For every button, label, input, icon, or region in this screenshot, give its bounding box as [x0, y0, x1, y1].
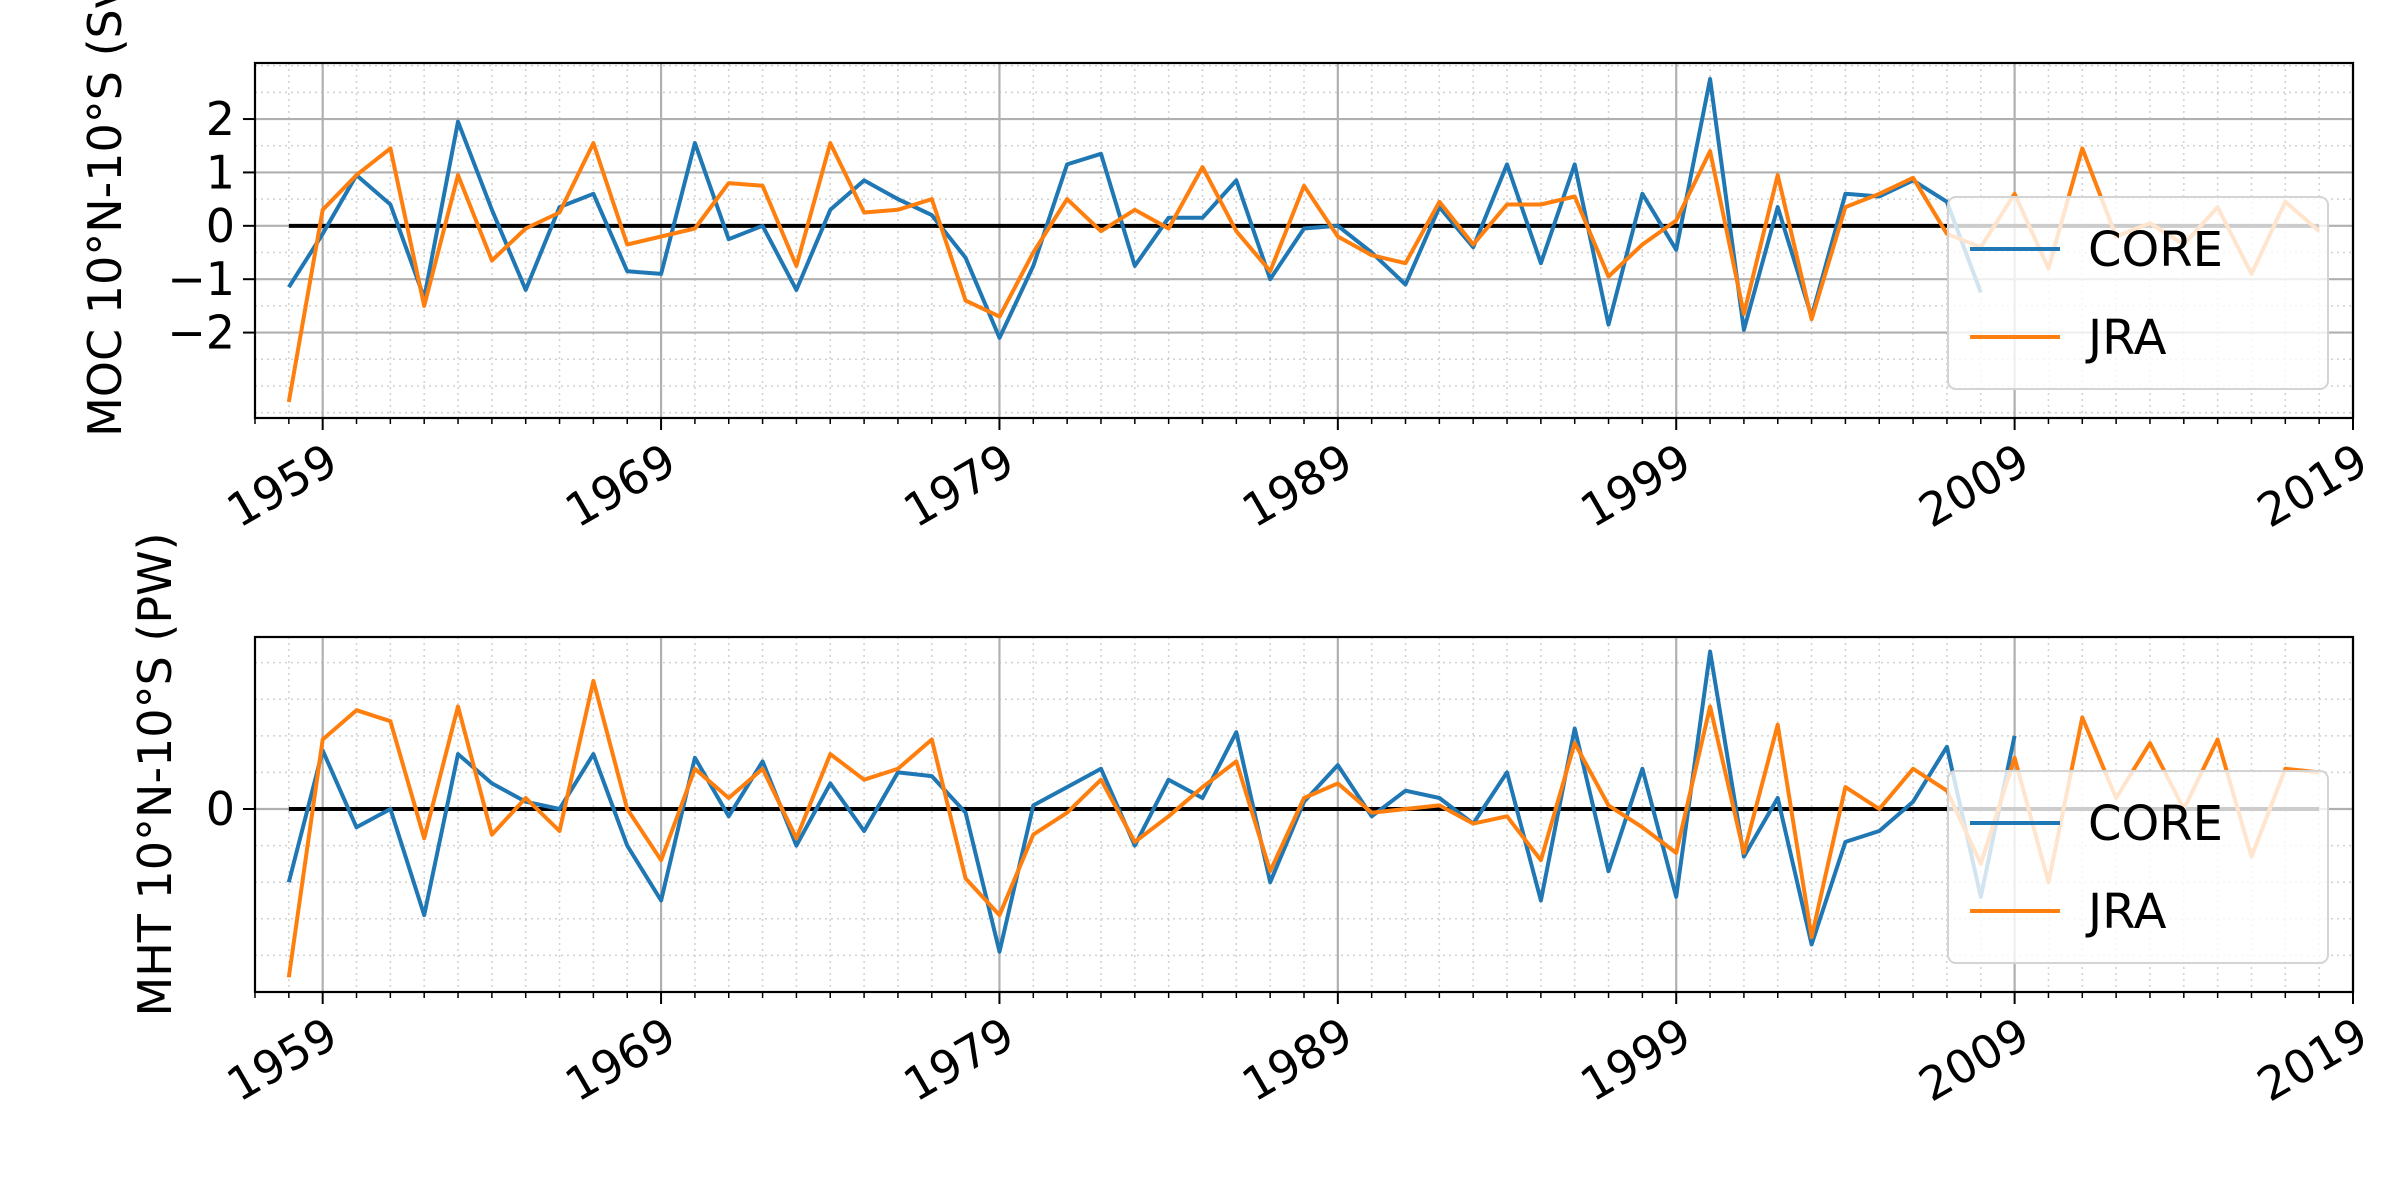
x-tick-label: 1999: [1571, 1007, 1699, 1112]
plot-frame: [253, 61, 2355, 420]
y-tick-label: 1: [206, 145, 235, 199]
legend-label-core: CORE: [2088, 796, 2223, 852]
y-axis-label: MHT 10°N-10°S (PW): [128, 532, 182, 1016]
x-tick-label: 1989: [1233, 433, 1361, 538]
y-tick-label: −1: [167, 252, 235, 306]
x-tick-label: 2009: [1910, 1007, 2038, 1112]
x-tick-label: 1979: [895, 1007, 1023, 1112]
legend-label-jra: JRA: [2085, 884, 2167, 940]
y-tick-label: 0: [206, 199, 235, 253]
legend-label-jra: JRA: [2085, 310, 2167, 366]
x-tick-label: 2009: [1910, 433, 2038, 538]
x-tick-label: 2019: [2248, 433, 2376, 538]
x-tick-label: 1979: [895, 433, 1023, 538]
panel-2: 1959 1969 1979 1989 1999 2009 2019 0 CORE JRA MHT …: [128, 532, 2377, 1112]
x-tick-label: 1969: [556, 433, 684, 538]
y-tick-label: 0: [206, 782, 235, 836]
x-tick-label: 1959: [218, 433, 346, 538]
x-tick-label: 1989: [1233, 1007, 1361, 1112]
y-axis-label: MOC 10°N-10°S (Sv): [78, 0, 132, 437]
x-tick-label: 2019: [2248, 1007, 2376, 1112]
x-tick-label: 1969: [556, 1007, 684, 1112]
legend-label-core: CORE: [2088, 222, 2223, 278]
series-line-core: [286, 649, 2017, 954]
panel-1: 1959 1969 1979 1989 1999 2009 2019 210−1−2 CORE J…: [78, 0, 2377, 538]
y-tick-label: 2: [206, 92, 235, 146]
series-line-core: [287, 77, 1983, 340]
x-tick-label: 1959: [218, 1007, 346, 1112]
plot-frame: [253, 635, 2355, 994]
legend-box: [1947, 196, 2329, 390]
x-tick-label: 1999: [1571, 433, 1699, 538]
legend-box: [1947, 770, 2329, 964]
y-tick-label: −2: [167, 306, 235, 360]
